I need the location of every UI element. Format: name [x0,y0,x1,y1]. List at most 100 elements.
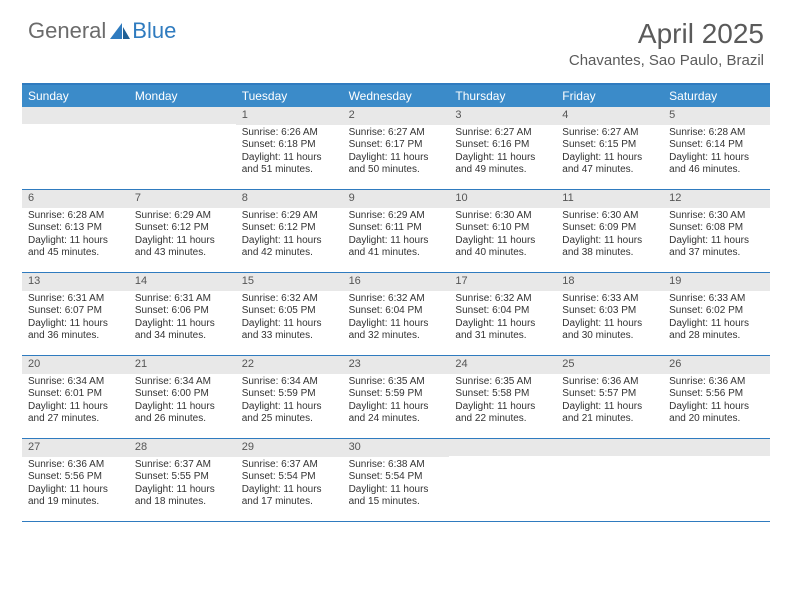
day-number: 29 [236,439,343,457]
sunrise-line: Sunrise: 6:28 AM [669,127,764,140]
sunrise-line: Sunrise: 6:35 AM [455,376,550,389]
sunset-line: Sunset: 6:15 PM [562,139,657,152]
daylight-line: Daylight: 11 hours and 36 minutes. [28,318,123,343]
daylight-line: Daylight: 11 hours and 15 minutes. [349,484,444,509]
day-details: Sunrise: 6:30 AMSunset: 6:09 PMDaylight:… [556,208,663,264]
day-cell: 29Sunrise: 6:37 AMSunset: 5:54 PMDayligh… [236,439,343,521]
day-number: 25 [556,356,663,374]
daylight-line: Daylight: 11 hours and 50 minutes. [349,152,444,177]
sunset-line: Sunset: 6:03 PM [562,305,657,318]
daylight-line: Daylight: 11 hours and 38 minutes. [562,235,657,260]
sunrise-line: Sunrise: 6:26 AM [242,127,337,140]
day-cell: 1Sunrise: 6:26 AMSunset: 6:18 PMDaylight… [236,107,343,189]
day-cell: 2Sunrise: 6:27 AMSunset: 6:17 PMDaylight… [343,107,450,189]
day-number: 22 [236,356,343,374]
daylight-line: Daylight: 11 hours and 17 minutes. [242,484,337,509]
sunset-line: Sunset: 6:01 PM [28,388,123,401]
day-details: Sunrise: 6:30 AMSunset: 6:10 PMDaylight:… [449,208,556,264]
logo-text-2: Blue [132,18,176,44]
day-number: 18 [556,273,663,291]
sunset-line: Sunset: 5:59 PM [242,388,337,401]
title-block: April 2025 Chavantes, Sao Paulo, Brazil [569,18,764,69]
sunrise-line: Sunrise: 6:34 AM [242,376,337,389]
day-number: 27 [22,439,129,457]
daylight-line: Daylight: 11 hours and 20 minutes. [669,401,764,426]
day-details: Sunrise: 6:35 AMSunset: 5:59 PMDaylight:… [343,374,450,430]
day-number: 30 [343,439,450,457]
daylight-line: Daylight: 11 hours and 28 minutes. [669,318,764,343]
day-details: Sunrise: 6:26 AMSunset: 6:18 PMDaylight:… [236,125,343,181]
daylight-line: Daylight: 11 hours and 49 minutes. [455,152,550,177]
day-number: 19 [663,273,770,291]
sunrise-line: Sunrise: 6:37 AM [242,459,337,472]
day-number: 1 [236,107,343,125]
sunset-line: Sunset: 6:04 PM [349,305,444,318]
sunset-line: Sunset: 6:14 PM [669,139,764,152]
sunset-line: Sunset: 6:13 PM [28,222,123,235]
daylight-line: Daylight: 11 hours and 18 minutes. [135,484,230,509]
day-number: 24 [449,356,556,374]
weeks-container: 1Sunrise: 6:26 AMSunset: 6:18 PMDaylight… [22,107,770,522]
sunset-line: Sunset: 6:05 PM [242,305,337,318]
day-details: Sunrise: 6:32 AMSunset: 6:05 PMDaylight:… [236,291,343,347]
day-number [129,107,236,124]
day-number: 15 [236,273,343,291]
day-details: Sunrise: 6:27 AMSunset: 6:16 PMDaylight:… [449,125,556,181]
daylight-line: Daylight: 11 hours and 33 minutes. [242,318,337,343]
day-number: 20 [22,356,129,374]
daylight-line: Daylight: 11 hours and 22 minutes. [455,401,550,426]
day-number: 9 [343,190,450,208]
sunrise-line: Sunrise: 6:33 AM [669,293,764,306]
day-number: 28 [129,439,236,457]
day-cell: 3Sunrise: 6:27 AMSunset: 6:16 PMDaylight… [449,107,556,189]
empty-cell [556,439,663,521]
logo-sail-icon [108,21,132,41]
day-number: 6 [22,190,129,208]
sunrise-line: Sunrise: 6:33 AM [562,293,657,306]
day-number: 8 [236,190,343,208]
day-number: 5 [663,107,770,125]
sunrise-line: Sunrise: 6:36 AM [669,376,764,389]
day-number: 3 [449,107,556,125]
sunrise-line: Sunrise: 6:29 AM [135,210,230,223]
day-details: Sunrise: 6:29 AMSunset: 6:11 PMDaylight:… [343,208,450,264]
day-cell: 5Sunrise: 6:28 AMSunset: 6:14 PMDaylight… [663,107,770,189]
sunset-line: Sunset: 6:10 PM [455,222,550,235]
day-cell: 10Sunrise: 6:30 AMSunset: 6:10 PMDayligh… [449,190,556,272]
day-cell: 20Sunrise: 6:34 AMSunset: 6:01 PMDayligh… [22,356,129,438]
weekday-header: Thursday [449,85,556,107]
day-details: Sunrise: 6:28 AMSunset: 6:13 PMDaylight:… [22,208,129,264]
sunset-line: Sunset: 6:07 PM [28,305,123,318]
day-number: 16 [343,273,450,291]
sunset-line: Sunset: 6:17 PM [349,139,444,152]
day-details: Sunrise: 6:34 AMSunset: 5:59 PMDaylight:… [236,374,343,430]
daylight-line: Daylight: 11 hours and 47 minutes. [562,152,657,177]
week-row: 1Sunrise: 6:26 AMSunset: 6:18 PMDaylight… [22,107,770,190]
sunset-line: Sunset: 6:11 PM [349,222,444,235]
empty-cell [449,439,556,521]
day-cell: 25Sunrise: 6:36 AMSunset: 5:57 PMDayligh… [556,356,663,438]
daylight-line: Daylight: 11 hours and 26 minutes. [135,401,230,426]
daylight-line: Daylight: 11 hours and 27 minutes. [28,401,123,426]
header: General Blue April 2025 Chavantes, Sao P… [0,0,792,75]
day-details: Sunrise: 6:31 AMSunset: 6:07 PMDaylight:… [22,291,129,347]
daylight-line: Daylight: 11 hours and 25 minutes. [242,401,337,426]
day-cell: 8Sunrise: 6:29 AMSunset: 6:12 PMDaylight… [236,190,343,272]
day-details: Sunrise: 6:27 AMSunset: 6:15 PMDaylight:… [556,125,663,181]
day-details: Sunrise: 6:34 AMSunset: 6:00 PMDaylight:… [129,374,236,430]
calendar: SundayMondayTuesdayWednesdayThursdayFrid… [22,83,770,522]
sunrise-line: Sunrise: 6:29 AM [242,210,337,223]
day-cell: 21Sunrise: 6:34 AMSunset: 6:00 PMDayligh… [129,356,236,438]
day-details: Sunrise: 6:34 AMSunset: 6:01 PMDaylight:… [22,374,129,430]
sunrise-line: Sunrise: 6:30 AM [562,210,657,223]
sunset-line: Sunset: 6:02 PM [669,305,764,318]
daylight-line: Daylight: 11 hours and 31 minutes. [455,318,550,343]
sunrise-line: Sunrise: 6:31 AM [28,293,123,306]
day-details: Sunrise: 6:37 AMSunset: 5:55 PMDaylight:… [129,457,236,513]
day-number: 21 [129,356,236,374]
day-details: Sunrise: 6:27 AMSunset: 6:17 PMDaylight:… [343,125,450,181]
weekday-header: Monday [129,85,236,107]
day-cell: 4Sunrise: 6:27 AMSunset: 6:15 PMDaylight… [556,107,663,189]
daylight-line: Daylight: 11 hours and 51 minutes. [242,152,337,177]
day-details: Sunrise: 6:33 AMSunset: 6:02 PMDaylight:… [663,291,770,347]
